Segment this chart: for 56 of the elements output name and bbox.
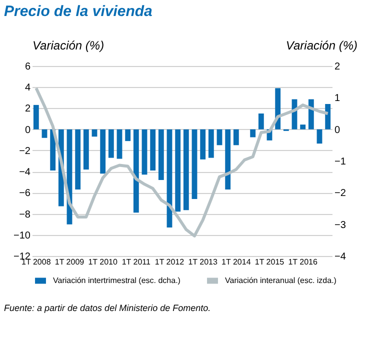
bar [108,129,114,158]
legend-label: Variación interanual (esc. izda.) [225,276,337,285]
bar [192,129,198,199]
x-tick-label: 1T 2012 [154,258,185,266]
y-tick-label: −8 [19,209,31,220]
y-tick-label: 2 [24,104,31,115]
bar [216,129,222,146]
bar [316,129,322,144]
y-axis-title: Variación (%) [32,38,104,52]
y2-tick-label: 1 [334,93,340,104]
bar [142,129,148,175]
bar [200,129,206,160]
bar [116,129,122,159]
bar [325,104,331,130]
y-tick-label: −6 [19,188,31,200]
bar [75,129,81,190]
bar [300,124,306,130]
y-tick-label: 6 [24,62,31,72]
y2-axis-title: Variación (%) [286,38,358,52]
x-tick-label: 1T 2010 [88,258,118,266]
bar [33,104,39,130]
bar [250,129,256,138]
bar [233,129,239,146]
x-tick-label: 1T 2015 [254,258,285,266]
bar [183,129,189,210]
y2-tick-label: −4 [334,252,346,262]
bar [175,129,181,212]
source-note: Fuente: a partir de datos del Ministerio de Fomento. [4,303,211,313]
y-tick-label: 0 [24,124,31,136]
chart-title: Precio de la vivienda [4,3,152,20]
y2-tick-label: −3 [334,220,346,231]
bar [150,129,156,170]
x-tick-label: 1T 2016 [288,258,318,266]
line-series [34,86,330,238]
y2-tick-label: −1 [334,156,346,168]
bar [83,129,89,170]
y2-tick-label: 2 [334,62,340,72]
bar [125,129,131,142]
x-tick-label: 1T 2013 [188,258,218,266]
bar [158,129,164,180]
bar [100,129,106,174]
x-tick-label: 1T 2014 [222,258,252,266]
bar [133,129,139,213]
y-tick-label: 4 [24,82,31,94]
bar [225,129,231,190]
y2-tick-label: 0 [334,124,340,136]
y-tick-label: −4 [19,167,31,178]
y-tick-label: −2 [19,146,31,157]
bar [258,114,264,130]
legend-label: Variación intertrimestral (esc. dcha.) [53,276,181,285]
x-tick-label: 1T 2011 [122,258,152,266]
y-tick-label: −10 [14,230,31,242]
x-tick-label: 1T 2009 [54,258,85,266]
bar [42,129,48,138]
bar [208,129,214,158]
y2-tick-label: −2 [334,188,346,200]
